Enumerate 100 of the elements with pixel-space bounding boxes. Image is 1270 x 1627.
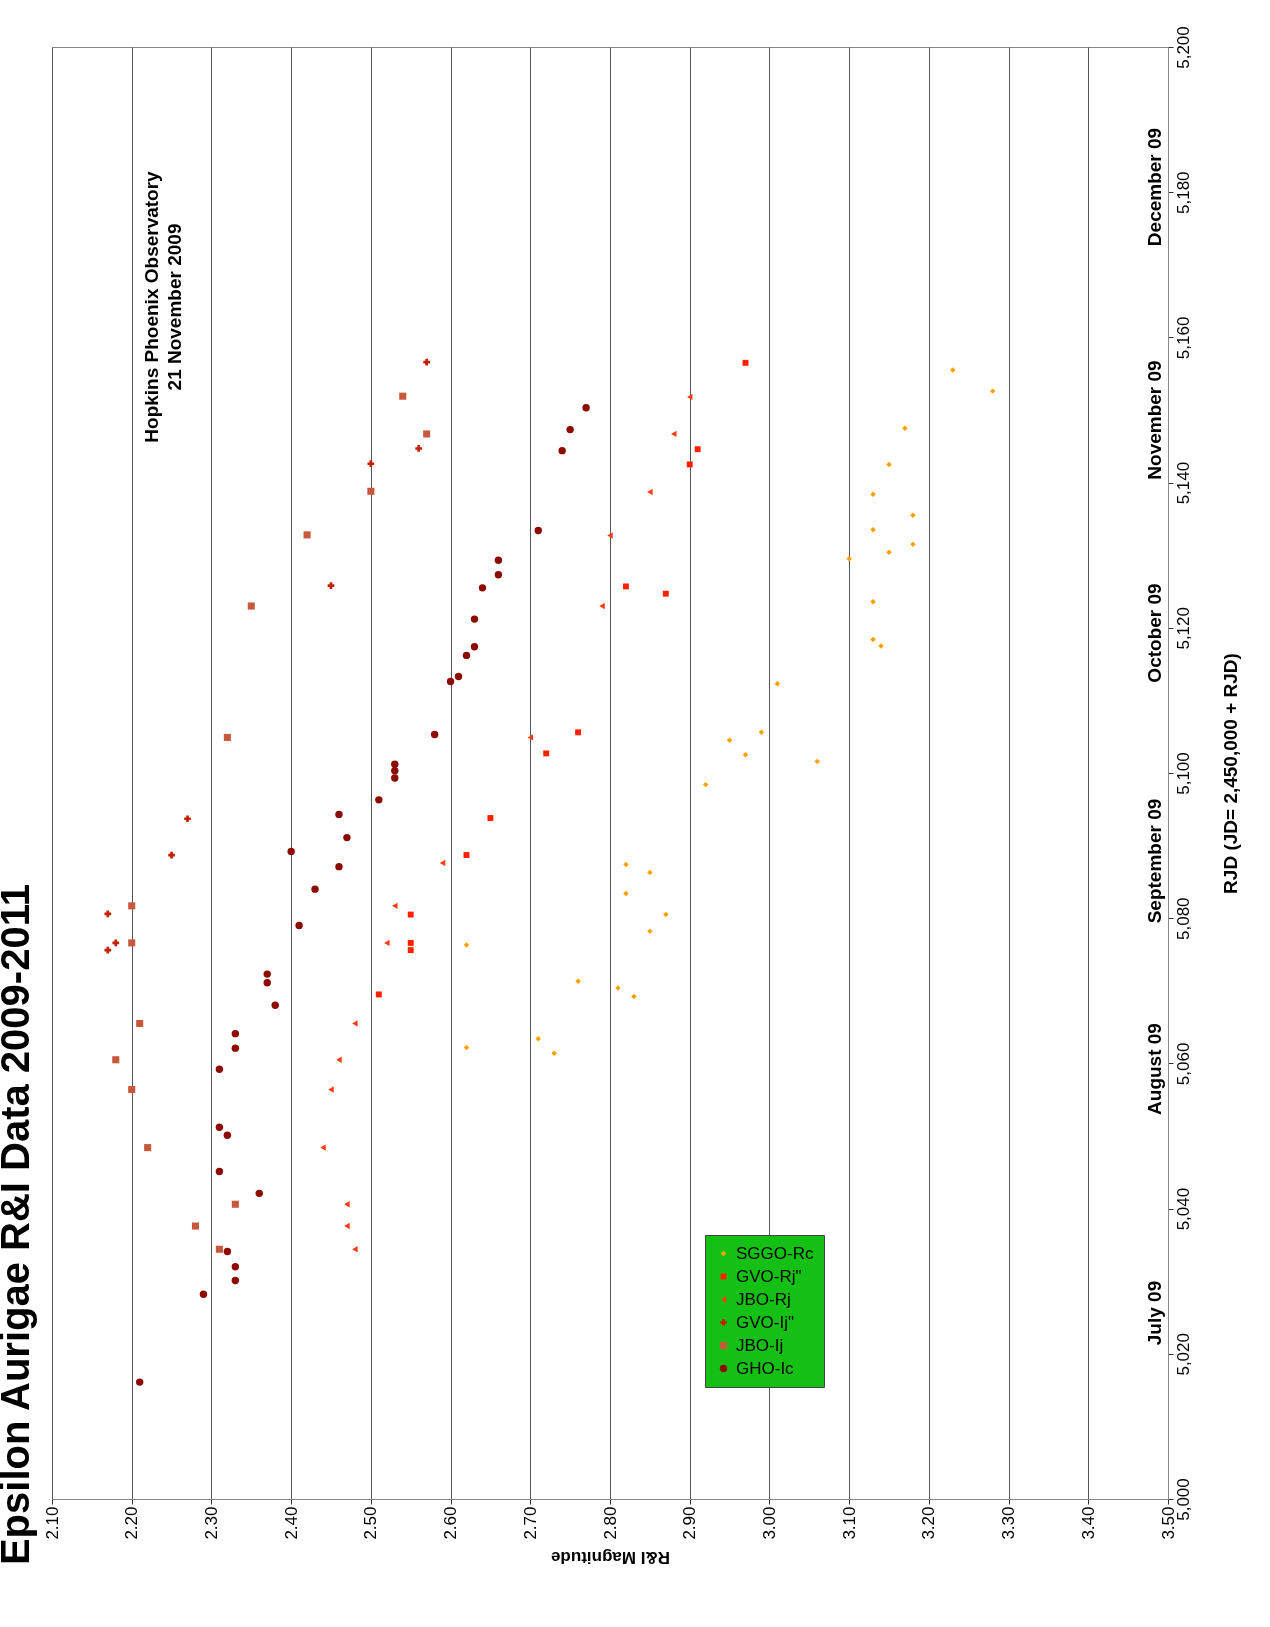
point: [463, 942, 470, 948]
point: [263, 970, 271, 978]
point: [215, 1065, 224, 1073]
point: [462, 651, 471, 660]
x-axis-title: R&I Magnitude: [551, 1547, 670, 1567]
point: [223, 1131, 232, 1139]
point: [814, 758, 820, 765]
point: [215, 1123, 224, 1131]
point: [558, 446, 566, 455]
point: [231, 1029, 240, 1038]
x-tick-label: 3.20: [919, 1506, 939, 1540]
annotation: October 09: [1144, 583, 1165, 683]
x-tick-label: 2.20: [122, 1506, 142, 1540]
point: [335, 862, 343, 871]
y-tick-label: 5,040: [1173, 1187, 1193, 1231]
point: [662, 590, 669, 597]
point: [255, 1189, 263, 1198]
point: [527, 734, 534, 741]
x-tick-label: 2.50: [361, 1506, 381, 1540]
y-axis-title: RJD (JD= 2,450,000 + RJD): [1219, 653, 1241, 894]
point: [112, 939, 120, 947]
point: [352, 1020, 358, 1027]
point: [392, 902, 398, 910]
annotation: July 09: [1144, 1280, 1165, 1346]
y-tick-label: 5,160: [1173, 316, 1193, 360]
point: [391, 767, 399, 775]
point: [543, 750, 550, 757]
point: [487, 815, 494, 821]
x-tick-label: 2.90: [680, 1506, 700, 1540]
point: [910, 541, 916, 548]
point: [407, 911, 414, 918]
y-tick-label: 5,060: [1173, 1042, 1193, 1086]
legend-label: GVO-Rj": [736, 1266, 802, 1286]
point: [494, 556, 503, 564]
y-tick-label: 5,020: [1173, 1333, 1193, 1376]
point: [430, 730, 439, 739]
x-tick-label: 3.30: [999, 1506, 1019, 1540]
point: [742, 752, 749, 758]
point: [136, 1019, 144, 1027]
legend-label: JBO-Rj: [736, 1289, 791, 1309]
point: [335, 810, 343, 819]
point: [910, 512, 916, 519]
annotation: Hopkins Phoenix Observatory: [141, 170, 162, 443]
point: [599, 602, 605, 610]
point: [631, 993, 637, 1000]
point: [446, 677, 455, 686]
point: [950, 367, 956, 373]
point: [622, 583, 629, 590]
point: [870, 598, 876, 605]
y-tick-label: 5,180: [1173, 171, 1193, 214]
point: [375, 796, 383, 804]
x-tick-label: 2.40: [281, 1506, 301, 1540]
y-tick-label: 5,200: [1173, 26, 1193, 69]
point: [231, 1262, 240, 1271]
point: [886, 549, 892, 556]
x-tick-label: 3.40: [1078, 1506, 1098, 1540]
point: [295, 921, 303, 930]
point: [128, 902, 136, 910]
y-tick-label: 5,100: [1173, 752, 1193, 795]
point: [575, 978, 581, 985]
point: [535, 1035, 541, 1042]
point: [144, 1144, 152, 1152]
legend-label: GVO-Ij": [736, 1312, 794, 1332]
point: [551, 1050, 557, 1056]
legend-label: GHO-Ic: [736, 1358, 795, 1378]
point: [423, 358, 431, 366]
point: [391, 760, 399, 768]
point: [391, 774, 399, 782]
point: [470, 642, 479, 651]
point: [247, 602, 255, 610]
point: [702, 781, 709, 788]
point: [215, 1245, 223, 1253]
point: [263, 979, 271, 987]
point: [375, 991, 382, 998]
x-tick-label: 2.80: [600, 1506, 620, 1540]
point: [384, 939, 390, 947]
point: [694, 446, 701, 453]
point: [287, 847, 295, 856]
point: [231, 1276, 240, 1285]
annotation: 21 November 2009: [164, 223, 185, 391]
point: [184, 815, 191, 823]
y-tick-label: 5,080: [1173, 897, 1193, 940]
x-tick-label: 2.30: [201, 1506, 221, 1540]
point: [582, 404, 590, 412]
point: [336, 1056, 342, 1063]
point: [199, 1290, 208, 1298]
point: [327, 582, 335, 590]
point: [135, 1378, 144, 1386]
x-tick-label: 2.60: [441, 1506, 461, 1540]
point: [328, 1086, 334, 1093]
annotation: November 09: [1144, 360, 1165, 480]
point: [344, 1201, 350, 1208]
point: [494, 571, 503, 579]
point: [128, 1086, 136, 1094]
point: [478, 584, 487, 592]
point: [575, 729, 582, 736]
annotation: August 09: [1144, 1023, 1165, 1115]
point: [223, 1247, 232, 1256]
point: [367, 487, 375, 495]
point: [311, 885, 319, 893]
